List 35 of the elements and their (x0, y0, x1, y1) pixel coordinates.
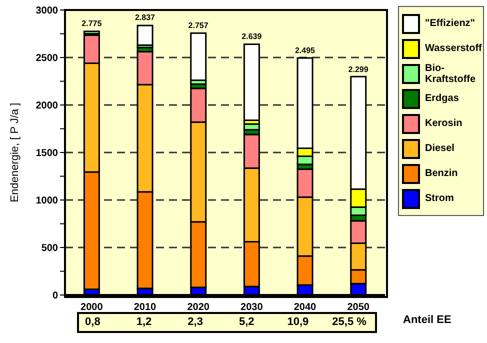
total-label: 2.495 (294, 46, 316, 56)
legend-label: Wasserstoff (425, 43, 482, 54)
total-label: 2.775 (80, 19, 103, 30)
text: 1,2 (135, 315, 153, 330)
legend-label: Benzin (425, 168, 458, 179)
y-tick-label: 1000 (36, 196, 58, 207)
text: Anteil EE (403, 314, 452, 326)
y-tick-label: 0 (52, 290, 58, 302)
x-tick-label: 2050 (347, 302, 370, 314)
y-tick-label: 2000 (36, 100, 58, 112)
legend-label: Erdgas (425, 93, 459, 104)
x-tick-label: 2040 (294, 302, 317, 314)
total-label: 2.757 (187, 21, 210, 32)
x-tick-label: 2030 (240, 302, 264, 314)
y-axis-title: Endenergie, [ P J/a ] (8, 102, 21, 202)
x-tick-label: 2010 (134, 302, 157, 314)
legend-label: Diesel (425, 143, 454, 154)
y-tick-label: 3000 (36, 6, 58, 17)
legend-label: Bio-Kraftstoffe (425, 62, 477, 84)
total-label: 2.639 (240, 32, 263, 42)
legend-label: "Effizienz" (425, 18, 476, 29)
total-label: 2.837 (134, 13, 156, 24)
text: 25,5 % (331, 315, 368, 330)
legend-label: Kerosin (425, 118, 462, 129)
total-label: 2.299 (347, 64, 370, 75)
x-tick-label: 2020 (187, 302, 210, 314)
x-tick-label: 2000 (80, 302, 104, 314)
y-tick-label: 2500 (36, 53, 58, 64)
text: 5,2 (238, 315, 256, 330)
y-tick-label: 500 (41, 243, 58, 254)
text: 0,8 (84, 315, 102, 330)
text: 10,9 (286, 315, 310, 330)
text: 2,3 (186, 315, 204, 330)
y-tick-label: 1500 (36, 148, 58, 160)
legend-label: Strom (425, 193, 454, 204)
